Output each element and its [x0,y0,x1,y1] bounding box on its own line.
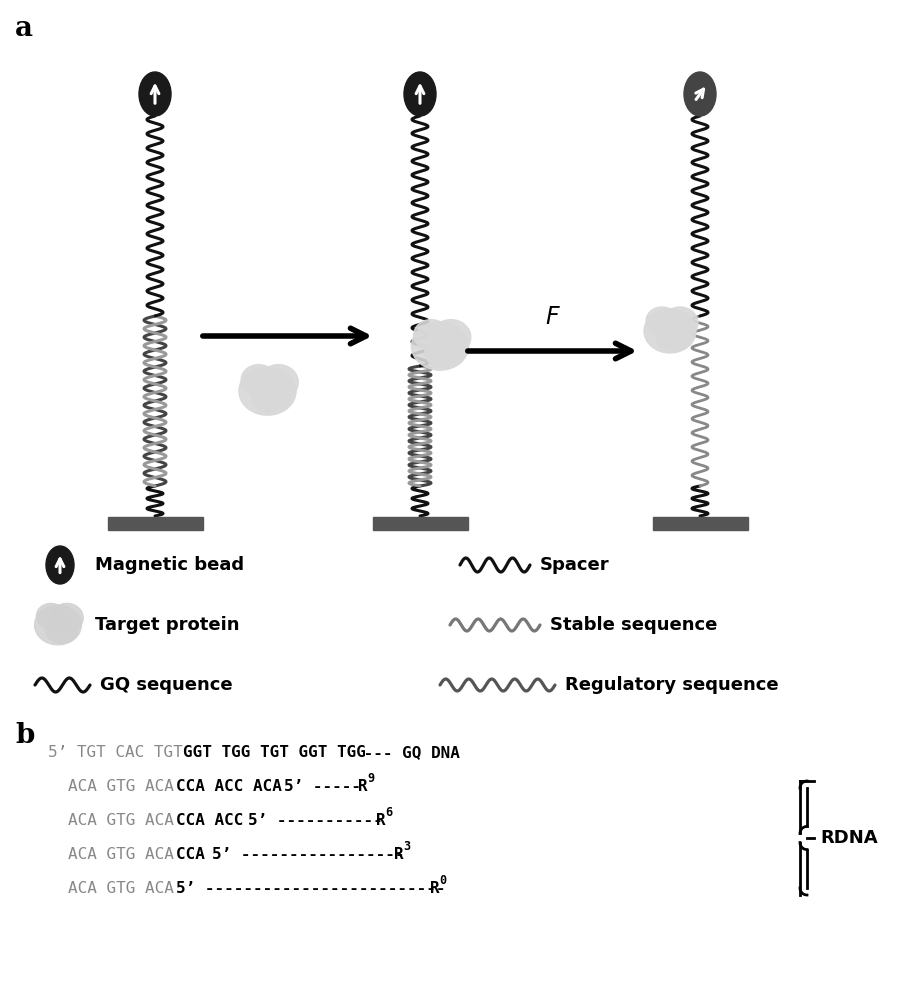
Text: 5’ -----: 5’ ----- [284,779,361,794]
Text: Magnetic bead: Magnetic bead [95,556,244,574]
Text: Regulatory sequence: Regulatory sequence [565,676,778,694]
Text: RDNA: RDNA [820,829,878,847]
Text: ACA GTG ACA: ACA GTG ACA [68,813,184,828]
Text: GQ sequence: GQ sequence [100,676,232,694]
Bar [653,517,747,530]
Text: ACA GTG ACA: ACA GTG ACA [68,779,184,794]
Text: 5’ -----------------: 5’ ----------------- [212,847,405,862]
Text: R: R [394,847,404,862]
Bar [373,517,467,530]
Text: Stable sequence: Stable sequence [550,616,717,634]
Text: 9: 9 [367,772,375,785]
Text: $F$: $F$ [544,305,560,329]
Ellipse shape [656,323,692,351]
Text: R: R [358,779,367,794]
Ellipse shape [252,382,292,413]
Text: Target protein: Target protein [95,616,240,634]
Ellipse shape [646,307,678,335]
Text: 3: 3 [403,840,410,853]
Ellipse shape [241,365,276,395]
Text: ACA GTG ACA: ACA GTG ACA [68,847,184,862]
Ellipse shape [425,337,465,368]
Ellipse shape [37,603,65,629]
Text: Spacer: Spacer [540,556,610,574]
Text: 5’ TGT CAC TGT: 5’ TGT CAC TGT [48,745,193,760]
Text: a: a [15,15,33,42]
Ellipse shape [644,309,696,353]
Ellipse shape [431,320,471,355]
Text: GGT TGG TGT GGT TGG: GGT TGG TGT GGT TGG [183,745,366,760]
Ellipse shape [404,72,436,116]
Text: R: R [430,881,440,896]
Text: CCA ACC: CCA ACC [176,813,253,828]
Text: 5’ -------------------------: 5’ ------------------------- [176,881,445,896]
Ellipse shape [45,618,78,643]
Ellipse shape [35,605,82,645]
Ellipse shape [259,365,298,400]
Text: ACA GTG ACA: ACA GTG ACA [68,881,184,896]
Text: --- GQ DNA: --- GQ DNA [354,745,460,760]
Ellipse shape [411,322,468,370]
Ellipse shape [46,546,74,584]
Text: CCA ACC ACA: CCA ACC ACA [176,779,292,794]
Ellipse shape [239,367,297,415]
Ellipse shape [684,72,716,116]
Text: b: b [15,722,34,749]
Ellipse shape [50,603,84,632]
Text: 6: 6 [385,806,392,819]
Bar [107,517,203,530]
Text: 0: 0 [439,874,446,887]
Text: CCA: CCA [176,847,215,862]
Ellipse shape [139,72,171,116]
Text: R: R [376,813,386,828]
Ellipse shape [662,307,698,339]
Ellipse shape [414,320,449,350]
Text: 5’ -----------: 5’ ----------- [248,813,383,828]
